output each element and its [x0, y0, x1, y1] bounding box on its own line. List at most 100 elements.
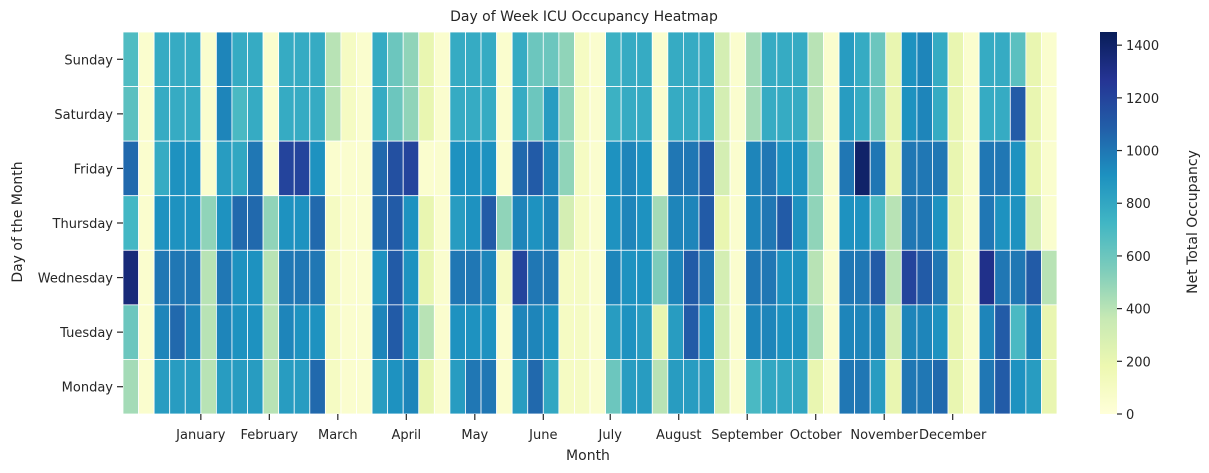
heatmap-cell: [324, 86, 342, 142]
heatmap-cell: [838, 31, 856, 87]
heatmap-cell: [215, 140, 233, 197]
heatmap-cell: [760, 359, 778, 415]
heatmap-cell: [262, 31, 280, 87]
heatmap-cell: [900, 195, 918, 251]
heatmap-cell: [356, 140, 373, 197]
heatmap-cell: [729, 249, 747, 306]
heatmap-cell: [589, 195, 606, 251]
heatmap-cell: [776, 249, 793, 306]
heatmap-cell: [745, 195, 762, 251]
heatmap-cell: [791, 31, 809, 87]
heatmap-cell: [838, 195, 856, 251]
heatmap-cell: [293, 304, 311, 360]
heatmap-cell: [636, 195, 653, 251]
heatmap-cell: [932, 304, 949, 360]
heatmap-cell: [932, 195, 949, 251]
heatmap-cell: [791, 304, 809, 360]
x-axis-label: Month: [566, 448, 610, 464]
heatmap-cell: [1025, 304, 1042, 360]
heatmap-cell: [963, 359, 980, 415]
heatmap-cell: [869, 31, 887, 87]
heatmap-cell: [807, 86, 824, 142]
heatmap-cell: [574, 359, 591, 415]
heatmap-cell: [542, 249, 560, 306]
heatmap-cell: [496, 304, 513, 360]
heatmap-cell: [247, 86, 264, 142]
heatmap-cell: [138, 86, 155, 142]
heatmap-cell: [698, 140, 715, 197]
heatmap-cell: [371, 140, 389, 197]
heatmap-cell: [496, 359, 513, 415]
heatmap-cell: [963, 86, 980, 142]
heatmap-cell: [994, 359, 1011, 415]
heatmap-cell: [527, 31, 544, 87]
heatmap-cell: [153, 249, 171, 306]
heatmap-cell: [169, 195, 186, 251]
heatmap-cell: [574, 140, 591, 197]
y-tick-label: Thursday: [52, 217, 114, 232]
heatmap-cell: [215, 31, 233, 87]
heatmap-cell: [480, 140, 497, 197]
heatmap-cell: [947, 140, 965, 197]
heatmap-cell: [885, 86, 902, 142]
colorbar-tick-label: 800: [1126, 197, 1151, 212]
heatmap-cell: [729, 195, 747, 251]
heatmap-cell: [605, 359, 622, 415]
colorbar-tick-label: 1400: [1126, 39, 1159, 54]
heatmap-cell: [900, 86, 918, 142]
heatmap-cell: [651, 31, 669, 87]
heatmap-cell: [994, 140, 1011, 197]
heatmap-cell: [900, 140, 918, 197]
heatmap-cell: [558, 249, 575, 306]
heatmap-cell: [262, 359, 280, 415]
heatmap-cell: [309, 31, 326, 87]
heatmap-cell: [1041, 86, 1058, 142]
heatmap-cell: [231, 249, 248, 306]
heatmap-cell: [449, 304, 466, 360]
heatmap-cell: [278, 31, 295, 87]
heatmap-cell: [916, 304, 933, 360]
heatmap-cell: [823, 304, 840, 360]
heatmap-cell: [574, 304, 591, 360]
heatmap-cell: [465, 86, 482, 142]
heatmap-cell: [184, 249, 202, 306]
x-tick-label: June: [528, 428, 557, 443]
heatmap-cell: [667, 86, 684, 142]
heatmap-cell: [1041, 195, 1058, 251]
heatmap-cell: [1009, 86, 1027, 142]
heatmap-cell: [558, 140, 575, 197]
heatmap-cell: [605, 304, 622, 360]
heatmap-cell: [433, 195, 451, 251]
heatmap-cell: [433, 249, 451, 306]
heatmap-cell: [356, 31, 373, 87]
heatmap-cell: [605, 249, 622, 306]
heatmap-cell: [916, 31, 933, 87]
heatmap-cell: [854, 195, 871, 251]
heatmap-cell: [542, 195, 560, 251]
heatmap-cell: [791, 140, 809, 197]
heatmap-cell: [122, 31, 139, 87]
heatmap-cell: [885, 304, 902, 360]
heatmap-cell: [153, 304, 171, 360]
heatmap-cell: [138, 249, 155, 306]
heatmap-cell: [1009, 140, 1027, 197]
heatmap-cell: [231, 304, 248, 360]
heatmap-cell: [340, 249, 357, 306]
heatmap-cell: [932, 249, 949, 306]
heatmap-cell: [542, 304, 560, 360]
heatmap-cell: [231, 359, 248, 415]
colorbar-tick-label: 600: [1126, 250, 1151, 265]
heatmap-cell: [963, 195, 980, 251]
heatmap-cell: [900, 304, 918, 360]
heatmap-cell: [433, 31, 451, 87]
heatmap-cell: [122, 249, 139, 306]
heatmap-cell: [636, 86, 653, 142]
heatmap-cell: [324, 140, 342, 197]
heatmap-cell: [1041, 31, 1058, 87]
heatmap-cell: [387, 304, 404, 360]
heatmap-cell: [465, 31, 482, 87]
heatmap-cell: [247, 140, 264, 197]
heatmap-cell: [683, 140, 700, 197]
heatmap-cell: [1025, 359, 1042, 415]
heatmap-cell: [978, 31, 996, 87]
